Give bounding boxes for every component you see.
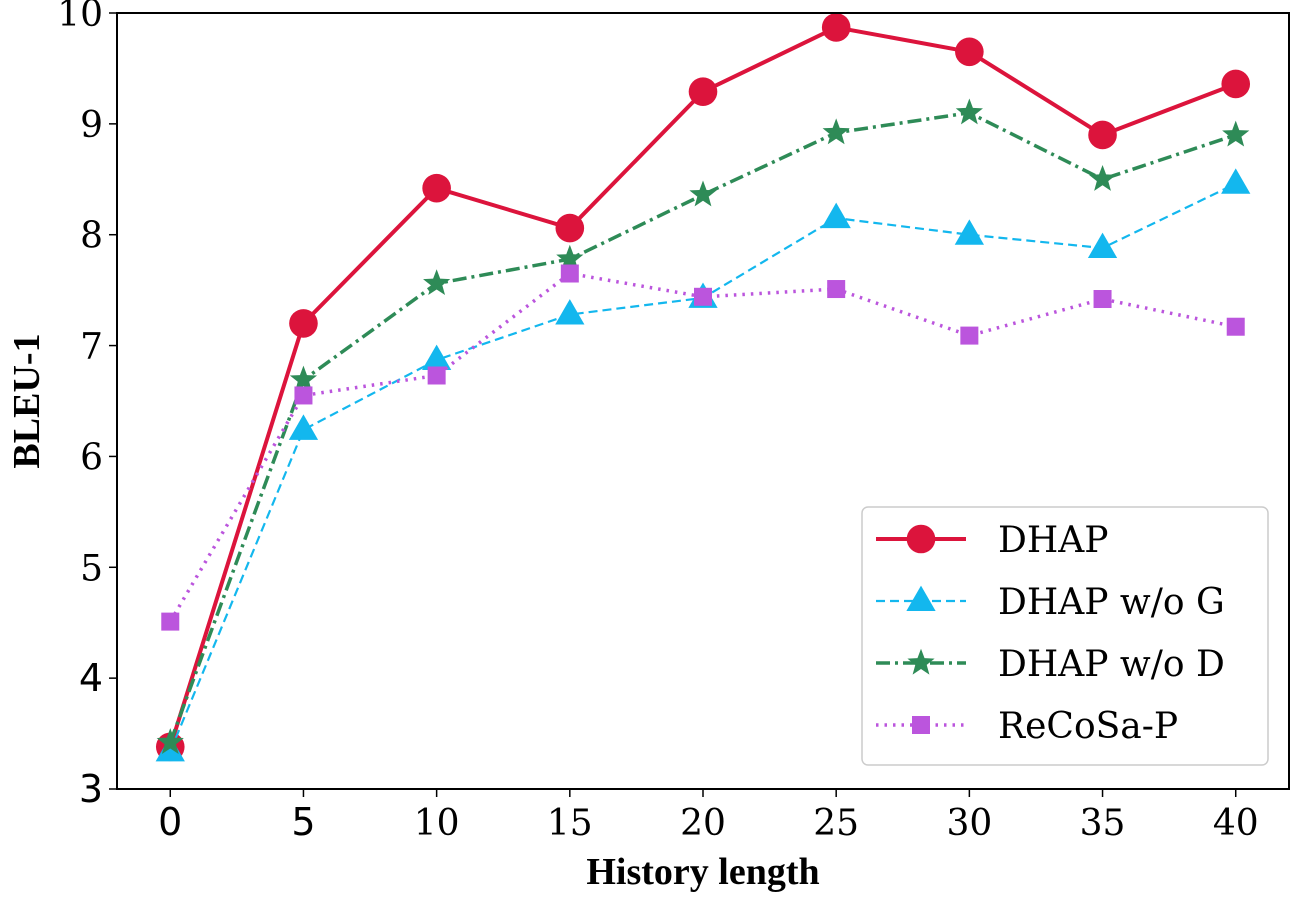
- y-tick-label: 3: [79, 767, 103, 811]
- data-point-4-9: [1226, 317, 1245, 336]
- y-tick-label: 6: [80, 437, 103, 478]
- legend-marker-1: [906, 524, 936, 554]
- data-point-4-5: [694, 287, 712, 306]
- legend-label-3: DHAP w/o D: [998, 644, 1225, 685]
- x-tick-label: 15: [547, 803, 593, 844]
- x-tick-label: 0: [158, 800, 182, 844]
- data-point-3-4: [556, 244, 584, 271]
- data-point-3-7: [955, 98, 983, 125]
- legend-marker-2: [906, 585, 936, 612]
- legend-label-4: ReCoSa-P: [998, 706, 1178, 747]
- y-tick-label: 10: [57, 0, 103, 35]
- data-point-4-2: [294, 386, 313, 405]
- legend-marker-4: [912, 716, 930, 734]
- data-point-1-4: [555, 213, 585, 243]
- legend-label-2: DHAP w/o G: [998, 582, 1225, 623]
- data-point-2-1: [155, 735, 185, 762]
- data-point-2-8: [1087, 232, 1118, 259]
- data-point-3-5: [689, 180, 717, 207]
- x-tick-label: 30: [946, 803, 992, 844]
- data-point-1-5: [688, 77, 718, 107]
- data-point-2-6: [821, 202, 851, 229]
- x-tick-label: 20: [680, 803, 726, 844]
- data-point-4-6: [827, 280, 846, 299]
- data-point-3-2: [289, 365, 318, 392]
- x-tick-label: 5: [291, 800, 315, 844]
- data-point-3-8: [1088, 164, 1117, 191]
- data-point-2-2: [288, 414, 319, 440]
- data-point-1-6: [821, 13, 851, 42]
- data-point-2-4: [555, 299, 585, 325]
- legend-label-1: DHAP: [998, 520, 1108, 561]
- data-point-1-9: [1221, 69, 1251, 99]
- x-tick-label: 35: [1080, 803, 1126, 844]
- data-point-4-1: [161, 612, 180, 631]
- data-point-2-3: [422, 344, 452, 370]
- data-point-3-6: [822, 118, 850, 145]
- x-tick-label: 40: [1213, 803, 1259, 844]
- data-point-2-7: [954, 219, 984, 245]
- series-line-4: [168, 271, 1237, 623]
- x-tick-label: 10: [414, 803, 460, 844]
- data-point-3-9: [1222, 120, 1250, 147]
- y-tick-label: 5: [80, 548, 103, 589]
- y-tick-label: 8: [80, 216, 103, 257]
- data-point-1-2: [289, 309, 318, 338]
- data-point-3-3: [423, 269, 451, 296]
- data-point-4-3: [427, 366, 446, 385]
- plot-series: [155, 13, 1251, 762]
- series-line-3: [168, 111, 1237, 744]
- y-tick-label: 4: [79, 656, 103, 700]
- data-point-1-7: [955, 37, 984, 67]
- y-axis: 3 4 5 6 7 8 9 10: [57, 0, 117, 811]
- data-point-1-8: [1088, 120, 1117, 150]
- legend: DHAP DHAP w/o G DHAP w/o D ReCoSa-P: [861, 506, 1269, 766]
- y-tick-label: 7: [80, 327, 103, 368]
- x-tick-label: 25: [813, 803, 859, 844]
- data-point-1-3: [422, 173, 451, 203]
- legend-marker-3: [907, 648, 935, 675]
- legend-box: [861, 506, 1269, 766]
- y-tick-label: 9: [80, 105, 103, 146]
- y-axis-title: BLEU-1: [6, 333, 48, 468]
- data-point-2-9: [1221, 168, 1251, 194]
- data-point-3-1: [156, 728, 184, 755]
- x-axis: 0 5 10 15 20 25 30 35 40: [158, 789, 1259, 844]
- data-point-4-8: [1093, 290, 1112, 309]
- data-point-4-7: [960, 326, 979, 345]
- data-point-4-4: [560, 264, 579, 283]
- x-axis-title: History length: [586, 851, 819, 893]
